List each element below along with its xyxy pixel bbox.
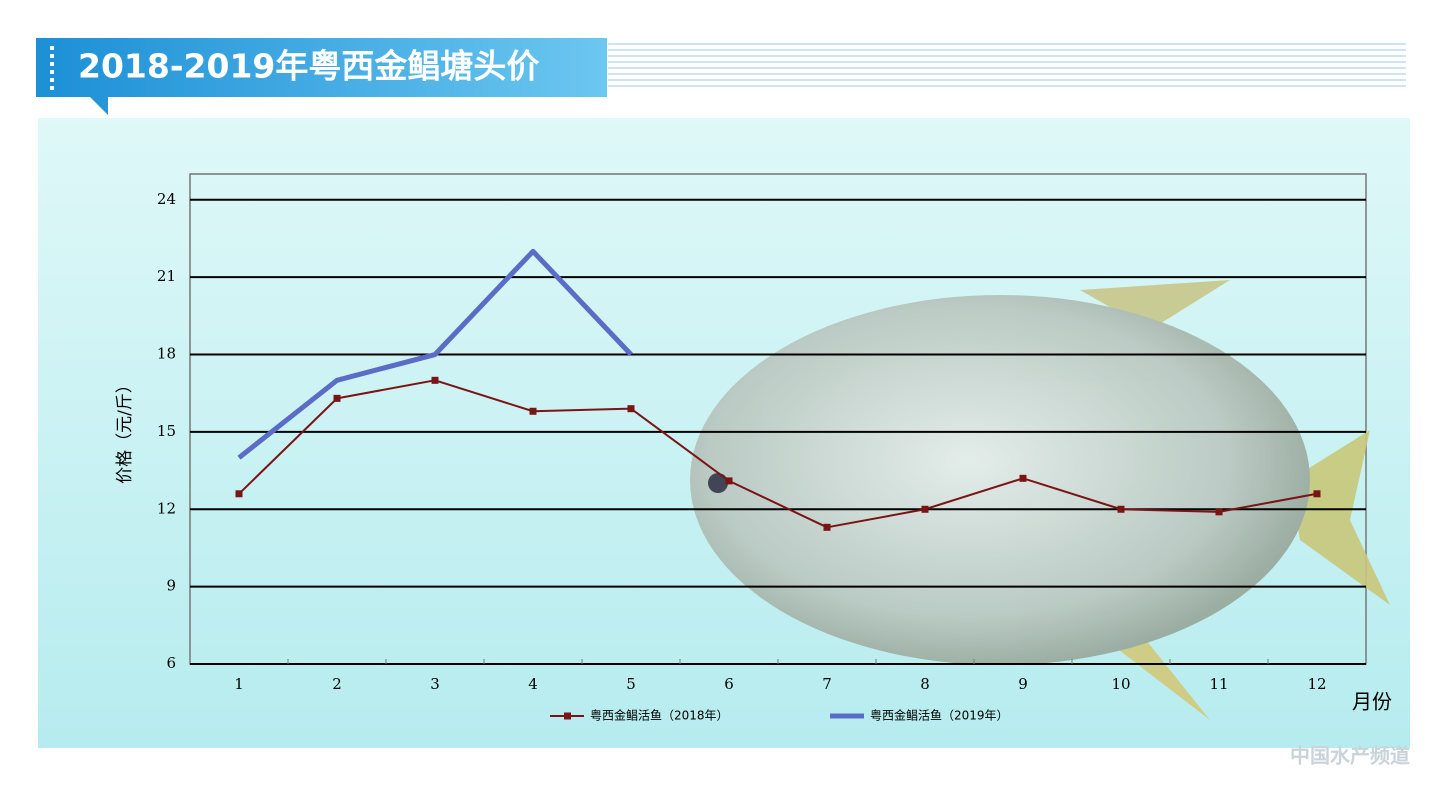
x-tick-label: 9 [1018,675,1028,693]
point-marker [725,477,733,485]
y-tick-label: 21 [157,267,176,285]
point-marker [1215,508,1223,516]
point-marker [1313,490,1321,498]
point-marker [823,523,831,531]
y-tick-label: 15 [157,422,176,440]
point-marker [333,394,341,402]
x-tick-label: 4 [528,675,538,693]
x-tick-label: 12 [1307,675,1326,693]
fish-illustration [690,280,1390,720]
point-marker [1117,505,1125,513]
stripes [608,43,1406,87]
series-line [237,248,633,460]
x-tick-label: 5 [626,675,636,693]
y-tick-label: 18 [157,345,176,363]
point-marker [921,505,929,513]
legend-label: 粤西金鲳活鱼（2019年） [870,708,1009,723]
watermark: 中国水产频道 [1290,744,1410,768]
x-tick-label: 6 [724,675,734,693]
x-tick-label: 2 [332,675,342,693]
x-tick-label: 7 [822,675,832,693]
legend-label: 粤西金鲳活鱼（2018年） [590,708,729,723]
x-tick-label: 8 [920,675,930,693]
y-tick-label: 9 [166,577,176,595]
point-marker [529,407,537,415]
y-tick-label: 12 [157,499,176,517]
point-marker [1019,474,1027,482]
legend-marker [564,712,571,720]
y-tick-label: 6 [166,654,176,672]
x-tick-label: 10 [1111,675,1130,693]
point-marker [235,490,243,498]
point-marker [627,405,635,413]
x-tick-label: 11 [1209,675,1228,693]
x-axis-label: 月份 [1352,690,1392,714]
title-banner [36,38,607,115]
y-tick-label: 24 [157,190,176,208]
y-axis-label: 价格（元/斤） [115,376,135,484]
x-tick-label: 3 [430,675,440,693]
chart-title: 2018-2019年粤西金鲳塘头价 [78,47,539,86]
point-marker [431,376,439,384]
series-line [238,379,1318,529]
x-tick-label: 1 [234,675,244,693]
